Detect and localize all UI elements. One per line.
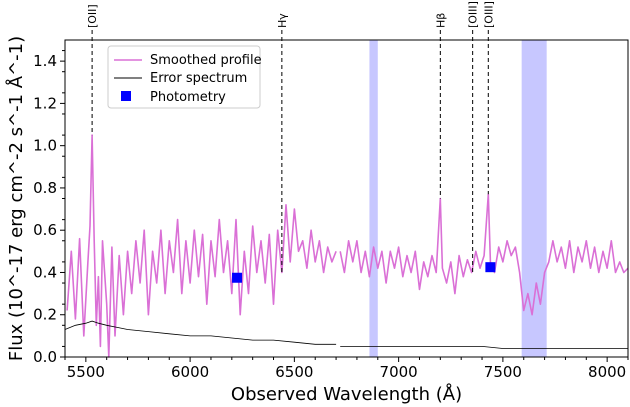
x-tick-label-2: 6500 [275, 363, 313, 381]
y-tick-label-7: 1.4 [33, 52, 57, 70]
x-tick-label-4: 7500 [484, 363, 522, 381]
photometry-point-1 [485, 262, 496, 273]
smoothed-profile-line-1 [339, 193, 629, 316]
emission-line-label-1: Hγ [276, 13, 289, 28]
spectrum-series [64, 134, 629, 358]
photometry-point-0 [232, 272, 243, 283]
legend-box [107, 45, 261, 109]
y-axis-ticks: 0.0 0.2 0.4 0.6 0.8 1.0 1.2 1.4 [33, 50, 65, 366]
x-tick-label-5: 8000 [588, 363, 626, 381]
legend-label-photometry: Photometry [150, 90, 226, 105]
y-tick-label-4: 0.8 [33, 179, 57, 197]
emission-line-label-4: [OIII] [482, 1, 495, 28]
emission-line-label-3: [OIII] [467, 1, 480, 28]
y-axis-label: Flux (10^-17 erg cm^-2 s^-1 Å^-1) [5, 36, 27, 361]
shaded-band-0 [369, 40, 378, 357]
y-tick-label-1: 0.2 [33, 306, 57, 324]
y-tick-label-5: 1.0 [33, 137, 57, 155]
legend-label-smoothed: Smoothed profile [150, 53, 262, 68]
y-tick-label-0: 0.0 [33, 348, 57, 366]
legend-swatch-photometry [121, 91, 131, 101]
x-axis-ticks: 5500 6000 6500 7000 7500 8000 [64, 357, 629, 381]
smoothed-profile-line-0 [66, 134, 337, 358]
shaded-bands [369, 40, 547, 357]
y-tick-label-2: 0.4 [33, 263, 57, 281]
x-tick-label-0: 5500 [67, 363, 105, 381]
x-tick-label-1: 6000 [171, 363, 209, 381]
x-tick-label-3: 7000 [380, 363, 418, 381]
shaded-band-1 [521, 40, 547, 357]
legend-label-error: Error spectrum [150, 71, 247, 86]
emission-lines: [OII] Hγ Hβ [OIII] [OIII] [86, 1, 495, 273]
photometry-markers [232, 262, 496, 283]
y-tick-label-3: 0.6 [33, 221, 57, 239]
x-axis-label: Observed Wavelength (Å) [231, 383, 462, 405]
y-tick-label-6: 1.2 [33, 94, 57, 112]
emission-line-label-0: [OII] [86, 4, 99, 28]
emission-line-label-2: Hβ [434, 13, 447, 28]
error-spectrum-line-1 [340, 345, 628, 349]
legend: Smoothed profile Error spectrum Photomet… [107, 45, 262, 109]
error-spectrum-line-0 [64, 320, 337, 345]
